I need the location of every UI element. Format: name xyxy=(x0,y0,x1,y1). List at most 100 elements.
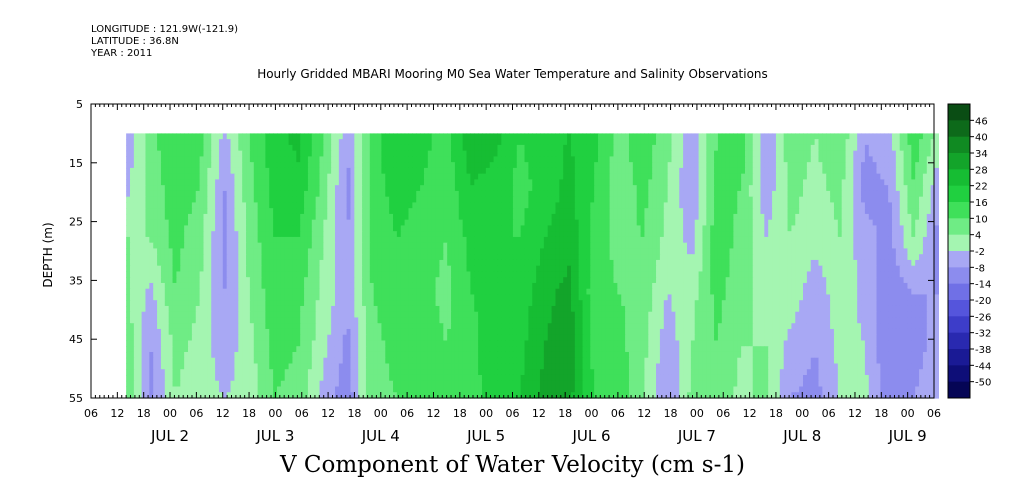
heatmap-cell xyxy=(346,236,352,244)
heatmap-cell xyxy=(292,162,297,169)
heatmap-cell xyxy=(737,225,742,232)
heatmap-cell xyxy=(307,190,313,198)
heatmap-cell xyxy=(803,167,808,175)
heatmap-cell xyxy=(389,167,394,175)
heatmap-cell xyxy=(242,202,247,209)
heatmap-cell xyxy=(737,190,742,198)
heatmap-cell xyxy=(632,259,638,267)
heatmap-cell xyxy=(799,144,804,152)
heatmap-cell xyxy=(690,265,696,273)
heatmap-cell xyxy=(861,213,866,221)
heatmap-cell xyxy=(586,133,591,140)
heatmap-cell xyxy=(470,196,475,204)
heatmap-cell xyxy=(721,265,727,273)
heatmap-cell xyxy=(876,179,881,186)
heatmap-cell xyxy=(714,196,719,204)
heatmap-cell xyxy=(791,144,796,152)
heatmap-cell xyxy=(590,208,595,215)
heatmap-cell xyxy=(791,185,796,192)
heatmap-cell xyxy=(501,213,506,221)
heatmap-cell xyxy=(385,150,390,158)
heatmap-cell xyxy=(292,173,297,181)
heatmap-cell xyxy=(253,144,259,152)
heatmap-cell xyxy=(779,225,785,232)
heatmap-cell xyxy=(679,208,684,215)
heatmap-cell xyxy=(884,133,889,140)
heatmap-cell xyxy=(354,213,359,221)
heatmap-cell xyxy=(319,185,324,192)
heatmap-cell xyxy=(211,150,216,158)
heatmap-cell xyxy=(331,190,336,198)
heatmap-cell xyxy=(334,190,340,198)
heatmap-cell xyxy=(532,254,537,261)
heatmap-cell xyxy=(636,179,642,186)
heatmap-cell xyxy=(539,236,545,244)
heatmap-cell xyxy=(737,144,742,152)
heatmap-cell xyxy=(516,254,522,261)
heatmap-cell xyxy=(601,248,607,255)
heatmap-cell xyxy=(706,242,711,250)
heatmap-cell xyxy=(412,213,417,221)
heatmap-cell xyxy=(683,179,688,186)
heatmap-cell xyxy=(358,190,363,198)
heatmap-cell xyxy=(760,162,765,169)
heatmap-cell xyxy=(230,219,236,227)
heatmap-cell xyxy=(590,236,595,244)
heatmap-cell xyxy=(675,225,680,232)
heatmap-cell xyxy=(458,219,464,227)
heatmap-cell xyxy=(292,196,297,204)
heatmap-cell xyxy=(288,254,294,261)
heatmap-cell xyxy=(818,225,823,232)
heatmap-cell xyxy=(176,254,181,261)
heatmap-cell xyxy=(675,208,680,215)
heatmap-cell xyxy=(338,254,344,261)
heatmap-cell xyxy=(273,208,278,215)
heatmap-cell xyxy=(644,196,649,204)
heatmap-cell xyxy=(679,202,684,209)
heatmap-cell xyxy=(393,208,398,215)
heatmap-cell xyxy=(868,231,874,238)
heatmap-cell xyxy=(439,265,444,273)
heatmap-cell xyxy=(737,139,742,146)
heatmap-cell xyxy=(307,150,313,158)
heatmap-cell xyxy=(899,213,905,221)
heatmap-cell xyxy=(478,139,483,146)
heatmap-cell xyxy=(919,185,924,192)
heatmap-cell xyxy=(149,231,154,238)
heatmap-cell xyxy=(598,179,603,186)
heatmap-cell xyxy=(656,190,661,198)
heatmap-cell xyxy=(694,225,700,232)
heatmap-cell xyxy=(238,167,243,175)
heatmap-cell xyxy=(849,196,854,204)
heatmap-cell xyxy=(346,150,352,158)
heatmap-cell xyxy=(416,254,421,261)
heatmap-cell xyxy=(899,196,905,204)
heatmap-cell xyxy=(292,156,297,163)
heatmap-cell xyxy=(698,242,704,250)
heatmap-cell xyxy=(884,190,889,198)
heatmap-cell xyxy=(346,196,352,204)
heatmap-cell xyxy=(574,144,580,152)
heatmap-cell xyxy=(292,248,297,255)
heatmap-cell xyxy=(188,173,193,181)
heatmap-cell xyxy=(891,213,897,221)
heatmap-cell xyxy=(845,190,851,198)
heatmap-cell xyxy=(698,196,704,204)
heatmap-cell xyxy=(524,231,529,238)
heatmap-cell xyxy=(686,202,692,209)
heatmap-cell xyxy=(493,202,499,209)
heatmap-cell xyxy=(133,156,139,163)
heatmap-cell xyxy=(311,196,317,204)
heatmap-cell xyxy=(675,185,680,192)
heatmap-cell xyxy=(462,231,468,238)
heatmap-cell xyxy=(180,167,185,175)
heatmap-cell xyxy=(926,167,932,175)
heatmap-cell xyxy=(760,248,765,255)
heatmap-cell xyxy=(857,248,862,255)
heatmap-cell xyxy=(536,139,541,146)
heatmap-cell xyxy=(764,202,769,209)
heatmap-cell xyxy=(559,185,564,192)
heatmap-cell xyxy=(524,173,529,181)
heatmap-cell xyxy=(164,139,170,146)
heatmap-cell xyxy=(226,162,232,169)
